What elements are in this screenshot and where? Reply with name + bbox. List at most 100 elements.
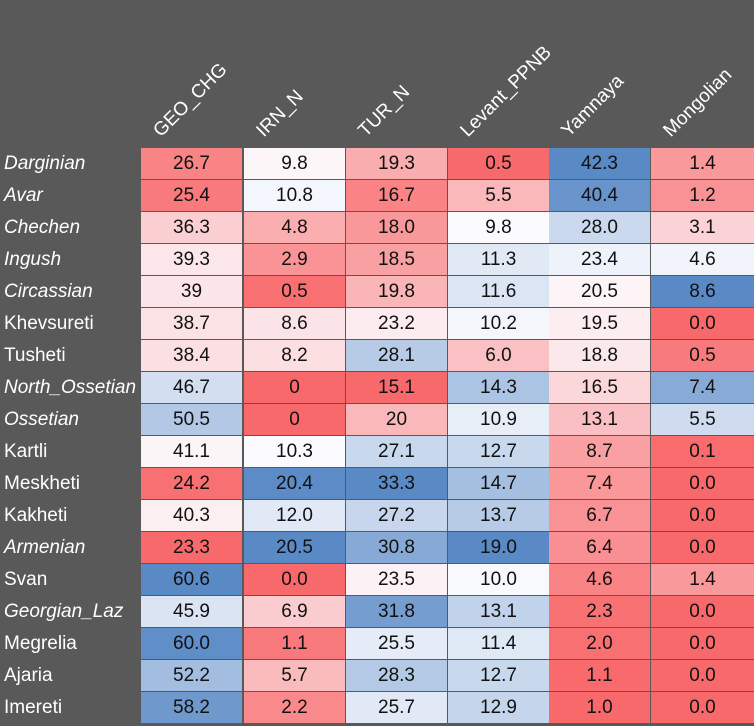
heatmap-cell: 0.0 [651,692,754,723]
heatmap-cell: 23.5 [346,564,447,595]
heatmap-cell: 0 [244,372,345,403]
heatmap-cell: 0.5 [448,148,549,179]
heatmap-cell: 4.6 [651,244,754,275]
heatmap-cell: 19.3 [346,148,447,179]
heatmap-cell: 0.0 [651,308,754,339]
heatmap-cell: 25.7 [346,692,447,723]
row-label: Imereti [4,697,63,718]
heatmap-cell: 8.6 [244,308,345,339]
heatmap-cell: 39.3 [141,244,242,275]
heatmap-cell: 0 [244,404,345,435]
heatmap-cell: 42.3 [549,148,650,179]
table-row: Svan 60.6 0.0 23.5 10.0 4.6 1.4 [0,564,754,596]
heatmap-cell: 20 [346,404,447,435]
row-label: Svan [4,569,48,590]
row-label: Megrelia [4,633,77,654]
heatmap-cell: 0.0 [651,596,754,627]
heatmap-cell: 14.3 [448,372,549,403]
row-label: Kakheti [4,505,68,526]
heatmap-cell: 5.5 [448,180,549,211]
heatmap-cell: 11.4 [448,628,549,659]
row-label: Tusheti [4,345,66,366]
heatmap-cell: 9.8 [244,148,345,179]
heatmap-cell: 45.9 [141,596,242,627]
heatmap-cell: 14.7 [448,468,549,499]
column-header-yamnaya: Yamnaya [557,70,629,142]
heatmap-cell: 13.1 [448,596,549,627]
table-row: Chechen 36.3 4.8 18.0 9.8 28.0 3.1 [0,212,754,244]
heatmap-cell: 28.3 [346,660,447,691]
heatmap-cell: 28.1 [346,340,447,371]
heatmap-cell: 33.3 [346,468,447,499]
row-label: Georgian_Laz [4,601,124,622]
heatmap-cell: 24.2 [141,468,242,499]
table-row: Armenian 23.3 20.5 30.8 19.0 6.4 0.0 [0,532,754,564]
table-row: Avar 25.4 10.8 16.7 5.5 40.4 1.2 [0,180,754,212]
column-header-irn-n: IRN_N [252,86,308,142]
heatmap-cell: 58.2 [141,692,242,723]
heatmap-cell: 20.5 [244,532,345,563]
heatmap-cell: 1.1 [549,660,650,691]
column-header-mongolian: Mongolian [659,64,737,142]
row-label: North_Ossetian [4,377,137,398]
row-label: Chechen [4,217,81,238]
heatmap-cell: 15.1 [346,372,447,403]
heatmap-cell: 18.8 [549,340,650,371]
heatmap-cell: 18.0 [346,212,447,243]
heatmap-cell: 23.2 [346,308,447,339]
heatmap-cell: 8.7 [549,436,650,467]
heatmap-cell: 6.7 [549,500,650,531]
heatmap-cell: 4.8 [244,212,345,243]
table-row: Ingush 39.3 2.9 18.5 11.3 23.4 4.6 [0,244,754,276]
heatmap-cell: 0.0 [651,660,754,691]
heatmap-cell: 60.6 [141,564,242,595]
table-row: Ossetian 50.5 0 20 10.9 13.1 5.5 [0,404,754,436]
heatmap-cell: 8.2 [244,340,345,371]
heatmap-cell: 38.7 [141,308,242,339]
heatmap-cell: 6.9 [244,596,345,627]
heatmap-cell: 20.4 [244,468,345,499]
heatmap-cell: 0.1 [651,436,754,467]
heatmap-cell: 10.8 [244,180,345,211]
heatmap-cell: 6.4 [549,532,650,563]
heatmap-cell: 7.4 [651,372,754,403]
heatmap-cell: 11.3 [448,244,549,275]
heatmap-cell: 41.1 [141,436,242,467]
row-label: Meskheti [4,473,81,494]
heatmap-cell: 36.3 [141,212,242,243]
heatmap-cell: 52.2 [141,660,242,691]
heatmap-cell: 26.7 [141,148,242,179]
heatmap-cell: 2.0 [549,628,650,659]
heatmap-cell: 0.0 [244,564,345,595]
row-label: Ingush [4,249,62,270]
heatmap-cell: 1.4 [651,564,754,595]
table-row: Darginian 26.7 9.8 19.3 0.5 42.3 1.4 [0,148,754,180]
row-label: Ajaria [4,665,53,686]
table-row: Khevsureti 38.7 8.6 23.2 10.2 19.5 0.0 [0,308,754,340]
column-headers: GEO_CHG IRN_N TUR_N Levant_PPNB Yamnaya Mongo… [0,0,754,148]
table-row: Kartli 41.1 10.3 27.1 12.7 8.7 0.1 [0,436,754,468]
heatmap-cell: 9.8 [448,212,549,243]
table-row: Meskheti 24.2 20.4 33.3 14.7 7.4 0.0 [0,468,754,500]
heatmap-cell: 46.7 [141,372,242,403]
table-row: Imereti 58.2 2.2 25.7 12.9 1.0 0.0 [0,692,754,724]
heatmap-cell: 13.7 [448,500,549,531]
heatmap-cell: 1.4 [651,148,754,179]
heatmap-cell: 10.2 [448,308,549,339]
heatmap-cell: 19.8 [346,276,447,307]
heatmap-cell: 10.9 [448,404,549,435]
heatmap-cell: 0.5 [651,340,754,371]
heatmap-cell: 28.0 [549,212,650,243]
table-row: North_Ossetian 46.7 0 15.1 14.3 16.5 7.4 [0,372,754,404]
row-label: Circassian [4,281,93,302]
heatmap-cell: 30.8 [346,532,447,563]
heatmap-cell: 12.9 [448,692,549,723]
heatmap-cell: 27.2 [346,500,447,531]
heatmap-cell: 2.2 [244,692,345,723]
heatmap-cell: 2.3 [549,596,650,627]
row-label: Darginian [4,153,86,174]
heatmap-cell: 8.6 [651,276,754,307]
table-row: Megrelia 60.0 1.1 25.5 11.4 2.0 0.0 [0,628,754,660]
heatmap-cell: 19.5 [549,308,650,339]
